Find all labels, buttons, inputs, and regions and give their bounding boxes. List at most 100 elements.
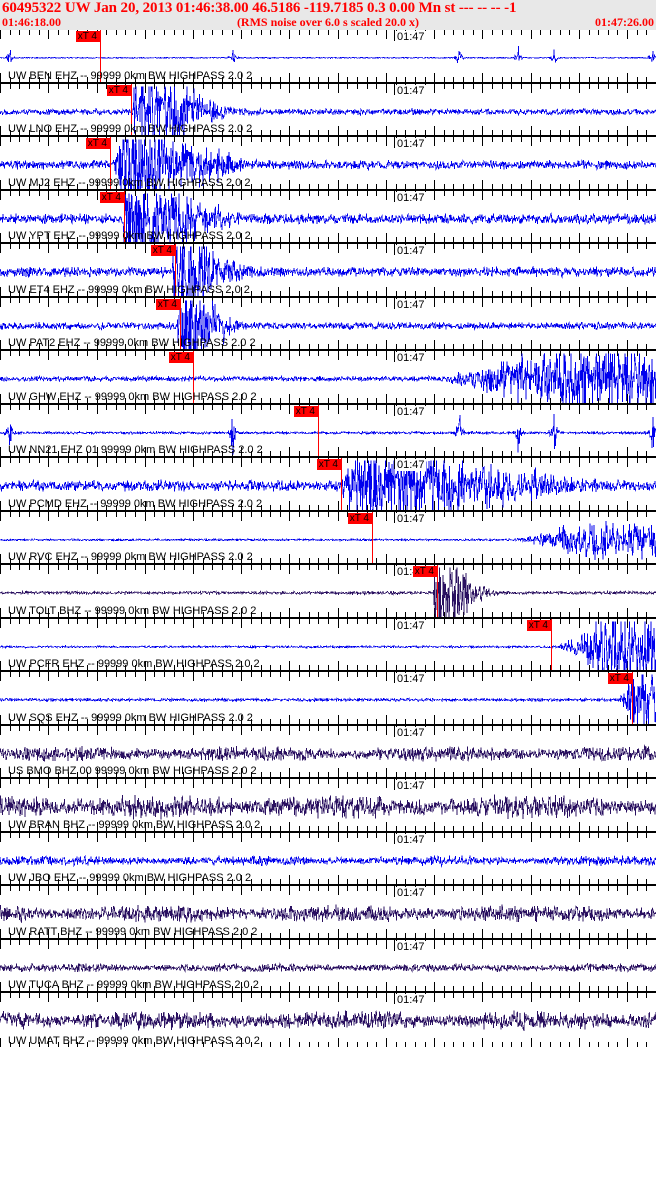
channel-label[interactable]: UW GHW EHZ -- 99999 0km BW HIGHPASS 2.0 … [8,390,257,403]
trace-row[interactable]: 01:47 xT 4 UW ET4 EHZ -- 99999 0km BW HIGH… [0,244,656,298]
minor-tick [376,939,378,945]
channel-label[interactable]: UW YPT EHZ -- 99999 0km BW HIGHPASS 2.0 … [8,230,251,242]
minor-tick [38,779,40,784]
channel-label[interactable]: UW TUCA BHZ -- 99999 0km BW HIGHPASS 2.0… [8,979,259,991]
channel-label[interactable]: UW UMAT BHZ -- 99999 0km BW HIGHPASS 2.0… [8,1034,260,1047]
minor-tick [376,558,378,563]
minor-tick [463,290,465,296]
phase-pick-label[interactable]: xT 4 [316,459,341,470]
minor-tick [164,879,165,884]
trace-row[interactable]: 01:47 US BMO BHZ 00 99999 0km BW HIGHPASS… [0,725,656,779]
minor-tick [472,404,474,410]
channel-label[interactable]: UW MJ2 EHZ -- 99999 0km BW HIGHPASS 2.0 … [8,176,251,189]
minor-tick [549,993,551,998]
trace-row[interactable]: 01:47 xT 4 UW PCFR EHZ -- 99999 0km BW HIG… [0,618,656,672]
major-tick [0,886,1,895]
minor-tick [125,511,127,517]
phase-pick-label[interactable]: xT 4 [75,31,100,42]
major-tick [0,179,1,189]
trace-row[interactable]: 01:47 xT 4 UW PCMD EHZ -- 99999 0km BW HIG… [0,458,656,512]
minor-tick [511,83,513,89]
minor-tick [106,672,108,677]
minor-tick [356,351,358,356]
phase-pick-label[interactable]: xT 4 [155,298,180,310]
major-tick [385,404,387,414]
minor-tick [250,825,252,831]
minor-tick [183,244,185,249]
trace-row[interactable]: 01:47 xT 4 UW LNO EHZ -- 99999 0km BW HIGH… [0,83,656,137]
trace-row[interactable]: 01:47 xT 4 UW TOLT BHZ -- 99999 0km BW HIG… [0,565,656,619]
trace-row[interactable]: 01:47 xT 4 UW PAT2 EHZ -- 99999 0km BW HIG… [0,297,656,351]
trace-row[interactable]: 01:47 xT 4 UW SQS EHZ -- 99999 0km BW HIGH… [0,672,656,726]
trace-row[interactable]: 01:47 UW UMAT BHZ -- 99999 0km BW HIGHPAS… [0,993,656,1047]
major-tick [578,661,580,670]
minor-tick [366,772,368,777]
channel-label[interactable]: UW SQS EHZ -- 99999 0km BW HIGHPASS 2.0 … [8,711,253,724]
minor-tick [443,939,445,945]
major-tick [385,832,387,842]
minor-tick [231,183,233,189]
channel-label[interactable]: US BMO BHZ 00 99999 0km BW HIGHPASS 2.0 … [8,765,257,777]
channel-label[interactable]: UW NN21 EHZ 01 99999 0km BW HIGHPASS 2.0… [8,444,263,456]
major-tick [530,340,532,349]
channel-label[interactable]: UW JBO EHZ -- 99999 0km BW HIGHPASS 2.0 … [8,872,252,884]
phase-pick-label[interactable]: xT 4 [526,619,551,631]
phase-pick-label[interactable]: xT 4 [85,138,110,149]
minor-tick [173,458,175,463]
channel-label[interactable]: UW BRAN BHZ -- 99999 0km BW HIGHPASS 2.0… [8,818,261,831]
channel-label[interactable]: UW RATT BHZ -- 99999 0km BW HIGHPASS 2.0… [8,925,258,938]
minor-tick [154,939,156,945]
minor-tick [164,137,165,142]
minor-tick [299,772,301,777]
channel-label[interactable]: UW PAT2 EHZ -- 99999 0km BW HIGHPASS 2.0… [8,337,256,349]
phase-pick-label[interactable]: xT 4 [106,84,131,96]
minor-tick [86,404,88,410]
channel-label[interactable]: UW ET4 EHZ -- 99999 0km BW HIGHPASS 2.0 … [8,283,250,296]
trace-stack[interactable]: 01:47 xT 4 UW BEN EHZ -- 99999 0km BW HIGH… [0,30,656,1178]
minor-tick [28,825,30,831]
minor-tick [164,397,165,403]
minor-tick [598,76,600,82]
major-tick [578,244,580,253]
minor-tick [366,879,368,884]
trace-row[interactable]: 01:47 xT 4 UW YPT EHZ -- 99999 0km BW HIGH… [0,190,656,244]
trace-row[interactable]: 01:47 xT 4 UW BEN EHZ -- 99999 0km BW HIGH… [0,30,656,84]
trace-row[interactable]: 01:47 xT 4 UW NN21 EHZ 01 99999 0km BW HIG… [0,404,656,458]
phase-pick-label[interactable]: xT 4 [293,405,318,417]
major-tick [627,714,629,724]
minor-tick [212,672,214,677]
minor-tick [453,832,455,838]
trace-row[interactable]: 01:47 UW RATT BHZ -- 99999 0km BW HIGHPAS… [0,886,656,940]
minor-tick [607,825,609,831]
major-tick [530,126,532,135]
major-tick [0,458,1,467]
minor-tick [231,718,233,724]
phase-pick-label[interactable]: xT 4 [150,245,175,256]
trace-row[interactable]: 01:47 UW TUCA BHZ -- 99999 0km BW HIGHPAS… [0,939,656,993]
trace-row[interactable]: 01:47 UW JBO EHZ -- 99999 0km BW HIGHPASS… [0,832,656,886]
phase-pick-label[interactable]: xT 4 [99,191,124,203]
major-tick [48,1037,50,1047]
channel-label[interactable]: UW LNO EHZ -- 99999 0km BW HIGHPASS 2.0 … [8,123,253,135]
minor-tick [366,458,368,463]
minor-tick [453,718,455,724]
channel-label[interactable]: UW RVC EHZ -- 99999 0km BW HIGHPASS 2.0 … [8,551,253,563]
minor-tick [453,558,455,563]
minor-tick [154,618,156,624]
trace-row[interactable]: 01:47 xT 4 UW RVC EHZ -- 99999 0km BW HIGH… [0,511,656,565]
phase-pick-label[interactable]: xT 4 [168,352,193,363]
phase-pick-label[interactable]: xT 4 [412,566,437,577]
channel-label[interactable]: UW PCMD EHZ -- 99999 0km BW HIGHPASS 2.0… [8,497,263,510]
channel-label[interactable]: UW BEN EHZ -- 99999 0km BW HIGHPASS 2.0 … [8,69,253,82]
phase-pick-label[interactable]: xT 4 [607,673,632,684]
trace-row[interactable]: 01:47 UW BRAN BHZ -- 99999 0km BW HIGHPAS… [0,779,656,833]
phase-pick-label[interactable]: xT 4 [347,512,372,524]
minor-tick [212,137,214,142]
minor-tick [395,611,397,617]
minor-tick [472,993,474,998]
major-tick [192,779,194,788]
channel-label[interactable]: UW TOLT BHZ -- 99999 0km BW HIGHPASS 2.0… [8,604,257,617]
channel-label[interactable]: UW PCFR EHZ -- 99999 0km BW HIGHPASS 2.0… [8,658,260,670]
trace-row[interactable]: 01:47 xT 4 UW GHW EHZ -- 99999 0km BW HIGH… [0,351,656,405]
trace-row[interactable]: 01:47 xT 4 UW MJ2 EHZ -- 99999 0km BW HIGH… [0,137,656,191]
